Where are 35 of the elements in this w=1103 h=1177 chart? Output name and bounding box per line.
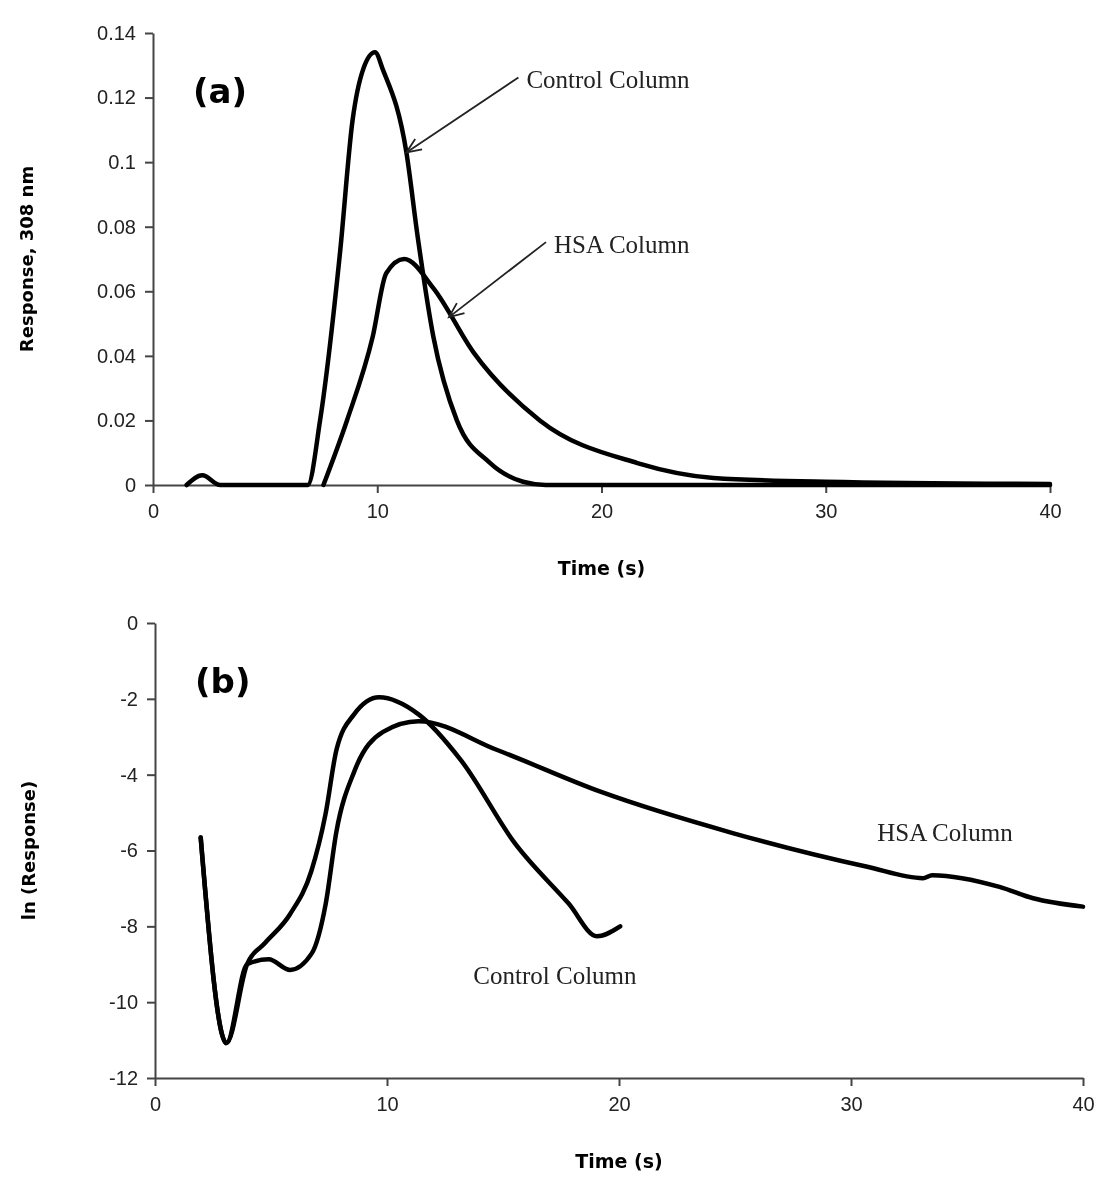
y-axis-title: ln (Response)	[18, 780, 39, 921]
annotation: HSA Column	[877, 819, 1014, 847]
y-tick-label: 0.02	[97, 409, 136, 432]
x-tick-label: 10	[366, 500, 389, 522]
y-tick-label: -6	[120, 839, 138, 862]
x-tick-label: 20	[608, 1093, 631, 1115]
x-tick-label: 40	[1039, 500, 1062, 522]
x-tick-label: 30	[815, 500, 838, 522]
x-axis-title: Time (s)	[575, 1150, 663, 1172]
annotation: (a)	[193, 71, 248, 111]
x-tick-label: 40	[1072, 1093, 1095, 1115]
y-tick-label: -4	[120, 763, 138, 786]
y-tick-label: -8	[120, 915, 138, 938]
annotation: (b)	[195, 661, 251, 701]
y-tick-label: 0.06	[97, 280, 136, 303]
x-tick-label: 10	[376, 1093, 399, 1115]
y-tick-label: 0.08	[97, 215, 136, 238]
y-tick-label: 0	[126, 611, 138, 634]
y-tick-label: 0.04	[97, 344, 136, 367]
y-tick-label: -12	[109, 1066, 138, 1089]
y-axis-title: Response, 308 nm	[16, 165, 37, 353]
y-tick-label: 0.12	[97, 86, 136, 109]
x-tick-label: 30	[840, 1093, 863, 1115]
y-tick-label: 0	[124, 473, 136, 496]
y-tick-label: -10	[109, 991, 138, 1014]
y-tick-label: 0.1	[108, 151, 136, 174]
x-tick-label: 0	[147, 500, 160, 522]
annotation: HSA Column	[554, 231, 690, 259]
x-tick-label: 20	[590, 500, 614, 522]
annotation: Control Column	[526, 66, 691, 94]
y-tick-label: 0.14	[97, 21, 136, 44]
x-tick-label: 0	[149, 1093, 162, 1115]
annotation: Control Column	[473, 962, 638, 990]
y-tick-label: -2	[120, 687, 138, 710]
x-axis-title: Time (s)	[557, 557, 646, 579]
